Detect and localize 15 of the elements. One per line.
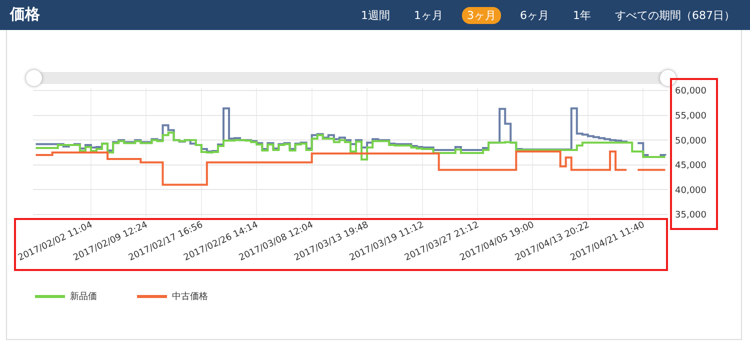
legend-label: 中古価格 <box>172 290 208 303</box>
y-tick-label: 60,000 <box>675 86 707 97</box>
text: 6ヶ月 <box>519 8 550 24</box>
text: 1週間 <box>360 8 391 24</box>
chart-title: 価格 <box>10 5 40 24</box>
y-tick-label: 40,000 <box>675 186 707 196</box>
y-tick-label: 35,000 <box>675 210 707 221</box>
text: 1ヶ月 <box>413 8 444 24</box>
y-tick-label: 45,000 <box>675 161 707 172</box>
text: すべての期間（687日） <box>614 8 736 24</box>
y-tick-label: 55,000 <box>675 111 707 122</box>
y-tick-label: 50,000 <box>675 136 707 146</box>
legend-label: 新品価 <box>70 290 97 303</box>
text: 1年 <box>572 8 592 24</box>
text: 3ヶ月 <box>462 7 501 24</box>
